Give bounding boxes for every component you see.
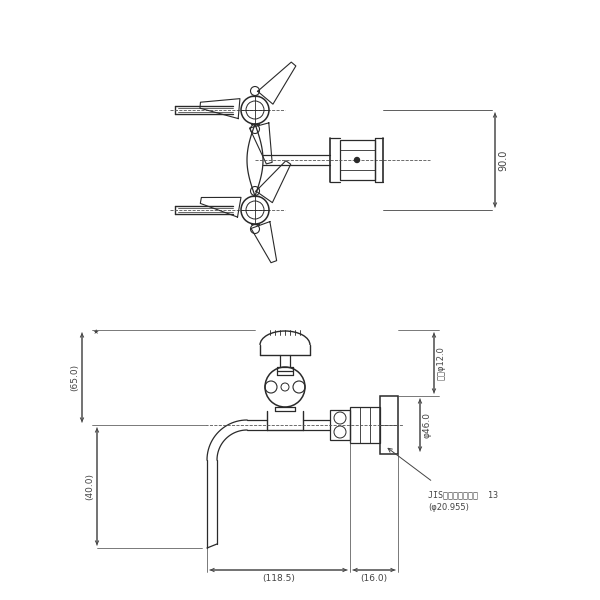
Text: 内径φ12.0: 内径φ12.0 — [437, 346, 446, 380]
Text: 90.0: 90.0 — [498, 149, 508, 170]
Text: (40.0): (40.0) — [85, 473, 94, 500]
Text: (16.0): (16.0) — [361, 574, 388, 583]
Text: φ46.0: φ46.0 — [423, 412, 432, 438]
Circle shape — [355, 157, 359, 163]
Text: (φ20.955): (φ20.955) — [428, 503, 469, 512]
Bar — [380, 396, 398, 454]
Text: (118.5): (118.5) — [262, 574, 295, 583]
Text: JIS給水栓取付ねじ  13: JIS給水栓取付ねじ 13 — [428, 490, 498, 499]
Text: (65.0): (65.0) — [70, 364, 79, 391]
Bar — [350, 407, 380, 443]
Text: ★: ★ — [93, 329, 99, 335]
Bar — [340, 140, 375, 180]
Bar — [330, 410, 350, 440]
